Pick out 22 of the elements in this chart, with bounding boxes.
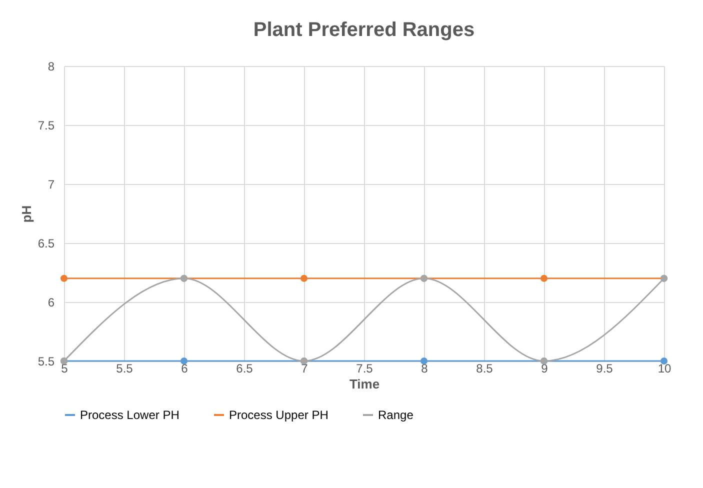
y-tick-label: 8 (48, 60, 55, 74)
x-tick-label: 5 (61, 362, 68, 376)
chart-title: Plant Preferred Ranges (253, 19, 475, 41)
y-tick-label: 6 (48, 296, 55, 310)
legend-label: Process Upper PH (229, 408, 328, 422)
x-tick-label: 7.5 (356, 362, 374, 376)
x-tick-label: 10 (658, 362, 672, 376)
y-tick-label: 6.5 (38, 236, 55, 250)
x-tick-label: 7 (301, 362, 308, 376)
y-axis-title: pH (18, 205, 34, 223)
x-tick-label: 8.5 (476, 362, 494, 376)
y-tick-label: 7 (48, 178, 55, 192)
x-axis-title: Time (349, 376, 380, 392)
x-tick-label: 6.5 (236, 362, 254, 376)
x-tick-label: 8 (421, 362, 428, 376)
x-tick-label: 6 (181, 362, 188, 376)
y-tick-label: 7.5 (38, 118, 55, 132)
legend-label: Process Lower PH (80, 408, 180, 422)
x-tick-label: 9 (541, 362, 548, 376)
legend-label: Range (378, 408, 414, 422)
x-tick-label: 9.5 (596, 362, 614, 376)
x-tick-label: 5.5 (116, 362, 134, 376)
